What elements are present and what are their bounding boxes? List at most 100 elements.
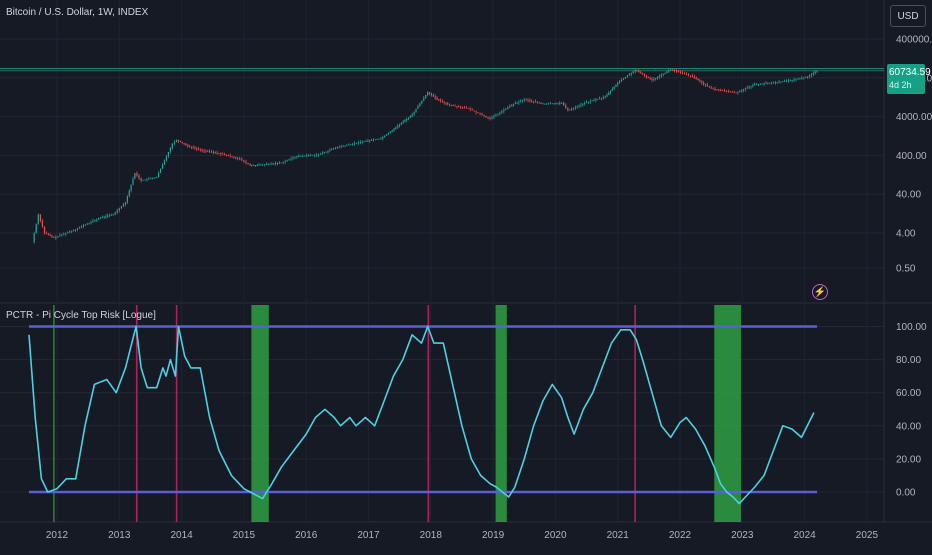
price-candle-body — [419, 103, 421, 107]
price-candle-body — [467, 108, 469, 109]
price-candle-body — [668, 70, 670, 72]
price-candle-body — [699, 80, 701, 82]
price-candle-body — [507, 107, 509, 109]
price-candle-body — [371, 140, 373, 141]
price-candle-body — [511, 104, 513, 107]
price-candle-body — [447, 103, 449, 105]
price-candle-body — [167, 152, 169, 157]
price-candle-body — [148, 178, 150, 180]
price-candle-body — [223, 154, 226, 156]
price-candle-body — [681, 72, 684, 74]
top-panel-title: Bitcoin / U.S. Dollar, 1W, INDEX — [6, 7, 149, 18]
price-candle-body — [194, 147, 196, 149]
price-candle-body — [114, 212, 116, 215]
risk-tick-label: 100.00 — [896, 322, 927, 333]
price-candle-body — [288, 159, 290, 161]
price-candle-body — [107, 215, 109, 217]
price-candle-body — [534, 101, 537, 103]
price-candle-body — [741, 90, 743, 92]
price-candle-body — [365, 141, 367, 142]
price-candle-body — [651, 78, 653, 81]
price-candle-body — [658, 75, 661, 77]
price-candle-body — [563, 102, 565, 106]
price-candle-body — [92, 221, 94, 223]
price-candle-body — [402, 121, 404, 124]
price-candle-body — [801, 77, 803, 79]
price-candle-body — [300, 155, 302, 157]
price-candle-body — [531, 100, 533, 102]
price-candle-body — [344, 145, 346, 147]
price-candle-body — [485, 115, 487, 117]
price-candle-body — [348, 144, 350, 146]
price-candle-body — [495, 115, 497, 117]
price-candle-body — [209, 151, 211, 153]
price-candle-body — [86, 223, 88, 225]
price-tick-label: 400.00 — [896, 151, 927, 162]
price-candle-body — [720, 89, 722, 91]
price-candle-body — [112, 214, 114, 216]
x-tick-label: 2024 — [793, 530, 816, 541]
price-candle-body — [231, 156, 233, 158]
price-candle-body — [387, 132, 390, 135]
lightning-bolt-icon[interactable]: ⚡ — [812, 284, 828, 300]
price-candle-body — [653, 79, 655, 81]
price-candle-body — [173, 141, 176, 144]
price-candle-body — [460, 106, 462, 108]
price-candle-body — [733, 92, 735, 93]
price-candle-body — [479, 113, 481, 115]
price-candle-body — [378, 138, 380, 140]
price-candle-body — [245, 161, 247, 164]
price-candle-body — [413, 111, 415, 115]
price-candle-body — [797, 78, 799, 80]
risk-series-line — [28, 325, 815, 505]
price-candle-body — [181, 141, 183, 143]
price-tick-label: 4000.00 — [896, 112, 932, 123]
x-tick-label: 2012 — [46, 530, 69, 541]
price-candle-body — [814, 71, 816, 74]
price-candle-body — [487, 116, 489, 118]
price-candle-body — [746, 87, 748, 89]
price-candle-body — [415, 109, 417, 112]
price-candle-body — [491, 117, 493, 119]
price-candle-body — [516, 102, 518, 104]
price-candle-body — [608, 92, 610, 95]
price-candle-body — [33, 233, 35, 243]
price-candle-body — [391, 130, 393, 132]
price-candle-body — [574, 107, 576, 108]
price-tick-label: 4.00 — [896, 228, 916, 239]
last-price-tag: 60734.59 4d 2h — [887, 64, 931, 94]
price-candle-body — [185, 143, 187, 145]
price-candle-body — [312, 155, 314, 156]
price-candle-body — [461, 107, 464, 108]
price-candle-body — [263, 164, 266, 166]
price-candle-body — [75, 229, 77, 231]
price-candle-body — [273, 163, 275, 165]
price-tick-label: 400000.00 — [896, 35, 932, 46]
bottom-zone-band — [495, 305, 507, 522]
price-candle-body — [169, 147, 171, 153]
price-candle-body — [222, 153, 224, 155]
price-candle-body — [695, 77, 697, 79]
price-candle-body — [310, 155, 312, 156]
price-candle-body — [409, 116, 411, 118]
price-candle-body — [239, 158, 241, 160]
price-candle-body — [235, 157, 237, 158]
price-candle-body — [304, 155, 306, 157]
price-candle-body — [177, 139, 180, 141]
price-candle-body — [481, 114, 483, 116]
price-candle-body — [509, 106, 511, 108]
price-candle-body — [708, 86, 710, 88]
price-candle-body — [233, 156, 235, 158]
currency-button[interactable]: USD — [890, 5, 926, 27]
price-candle-body — [655, 77, 657, 79]
risk-tick-label: 0.00 — [896, 488, 916, 499]
price-candle-body — [763, 83, 765, 85]
price-candle-body — [286, 160, 288, 162]
price-candle-body — [336, 147, 338, 149]
price-candle-body — [37, 214, 39, 224]
price-candle-body — [670, 69, 672, 71]
price-candle-body — [778, 81, 780, 83]
price-candle-body — [57, 236, 59, 238]
